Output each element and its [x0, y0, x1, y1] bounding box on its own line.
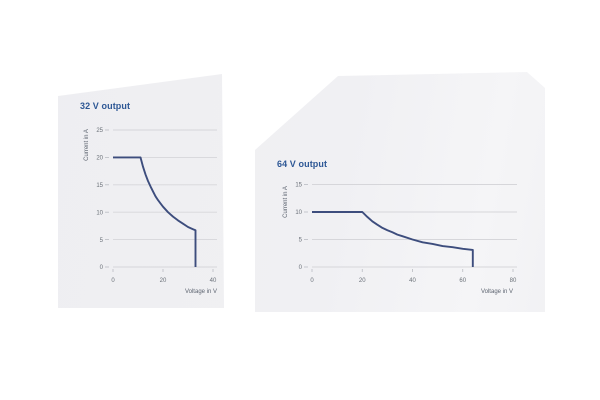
y-tick-label: 25 [96, 128, 103, 134]
x-axis-label-32v: Voltage in V [184, 289, 217, 295]
y-tick-label: 5 [100, 238, 104, 244]
output-derating-curve-32v [113, 156, 197, 267]
output-derating-curve-64v [312, 211, 474, 267]
x-tick-label: 60 [459, 278, 466, 284]
x-axis-label-64v: Voltage in V [480, 289, 513, 295]
x-tick-label: 20 [160, 278, 167, 284]
y-tick-label: 10 [295, 210, 302, 216]
chart-32v-output: 0 5 10 15 20 25 0 20 40 [96, 128, 217, 284]
x-tick-label: 40 [409, 278, 416, 284]
y-tick-label: 10 [96, 210, 103, 216]
y-tick-label: 0 [299, 265, 303, 271]
x-tick-label: 0 [310, 278, 314, 284]
x-tick-label: 0 [111, 278, 115, 284]
x-tick-label: 40 [210, 278, 217, 284]
y-tick-label: 20 [96, 156, 103, 162]
chart-64v-output: 0 5 10 15 0 20 40 60 80 [295, 183, 517, 284]
y-tick-label: 15 [96, 183, 103, 189]
x-tick-label: 20 [359, 278, 366, 284]
y-tick-label: 0 [100, 265, 104, 271]
x-tick-label: 80 [510, 278, 517, 284]
y-tick-label: 15 [295, 183, 302, 189]
chart-title-64v: 64 V output [277, 159, 328, 169]
y-tick-label: 5 [299, 238, 303, 244]
chart-title-32v: 32 V output [80, 101, 131, 111]
